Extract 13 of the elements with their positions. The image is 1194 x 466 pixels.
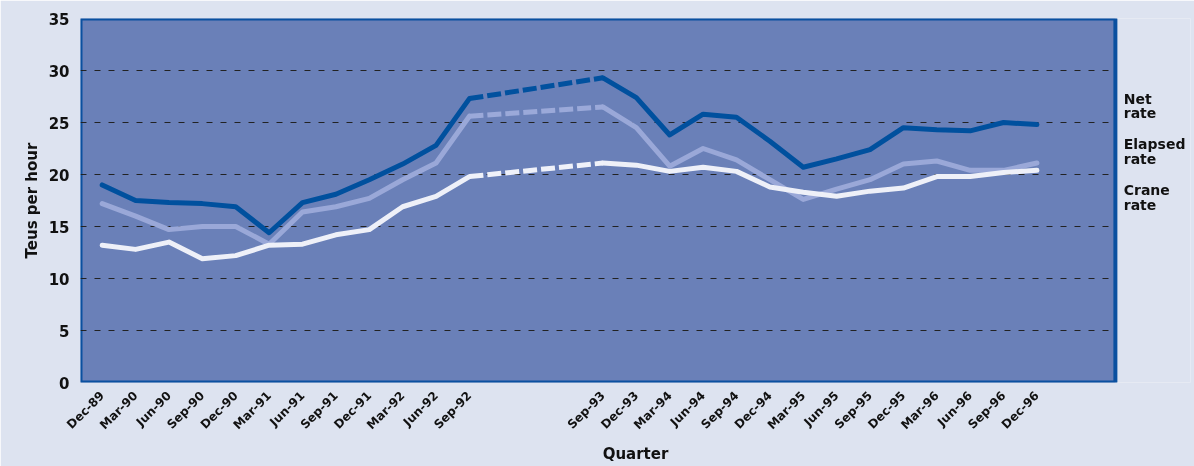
y-tick-label: 30	[48, 62, 70, 81]
y-tick-label: 25	[48, 114, 70, 133]
y-tick-label: 0	[59, 374, 70, 393]
text: Net rate	[1123, 90, 1157, 122]
text: Elapsed rate	[1123, 136, 1186, 167]
y-tick-label: 5	[59, 322, 70, 341]
text: Crane rate	[1123, 182, 1170, 213]
y-tick-label: 15	[48, 218, 70, 237]
y-tick-label: 10	[48, 270, 70, 289]
y-tick-label: 35	[48, 10, 70, 29]
y-axis-title: Teus per hour	[22, 141, 41, 259]
x-axis-title: Quarter	[602, 445, 669, 464]
y-tick-label: 20	[48, 166, 70, 185]
